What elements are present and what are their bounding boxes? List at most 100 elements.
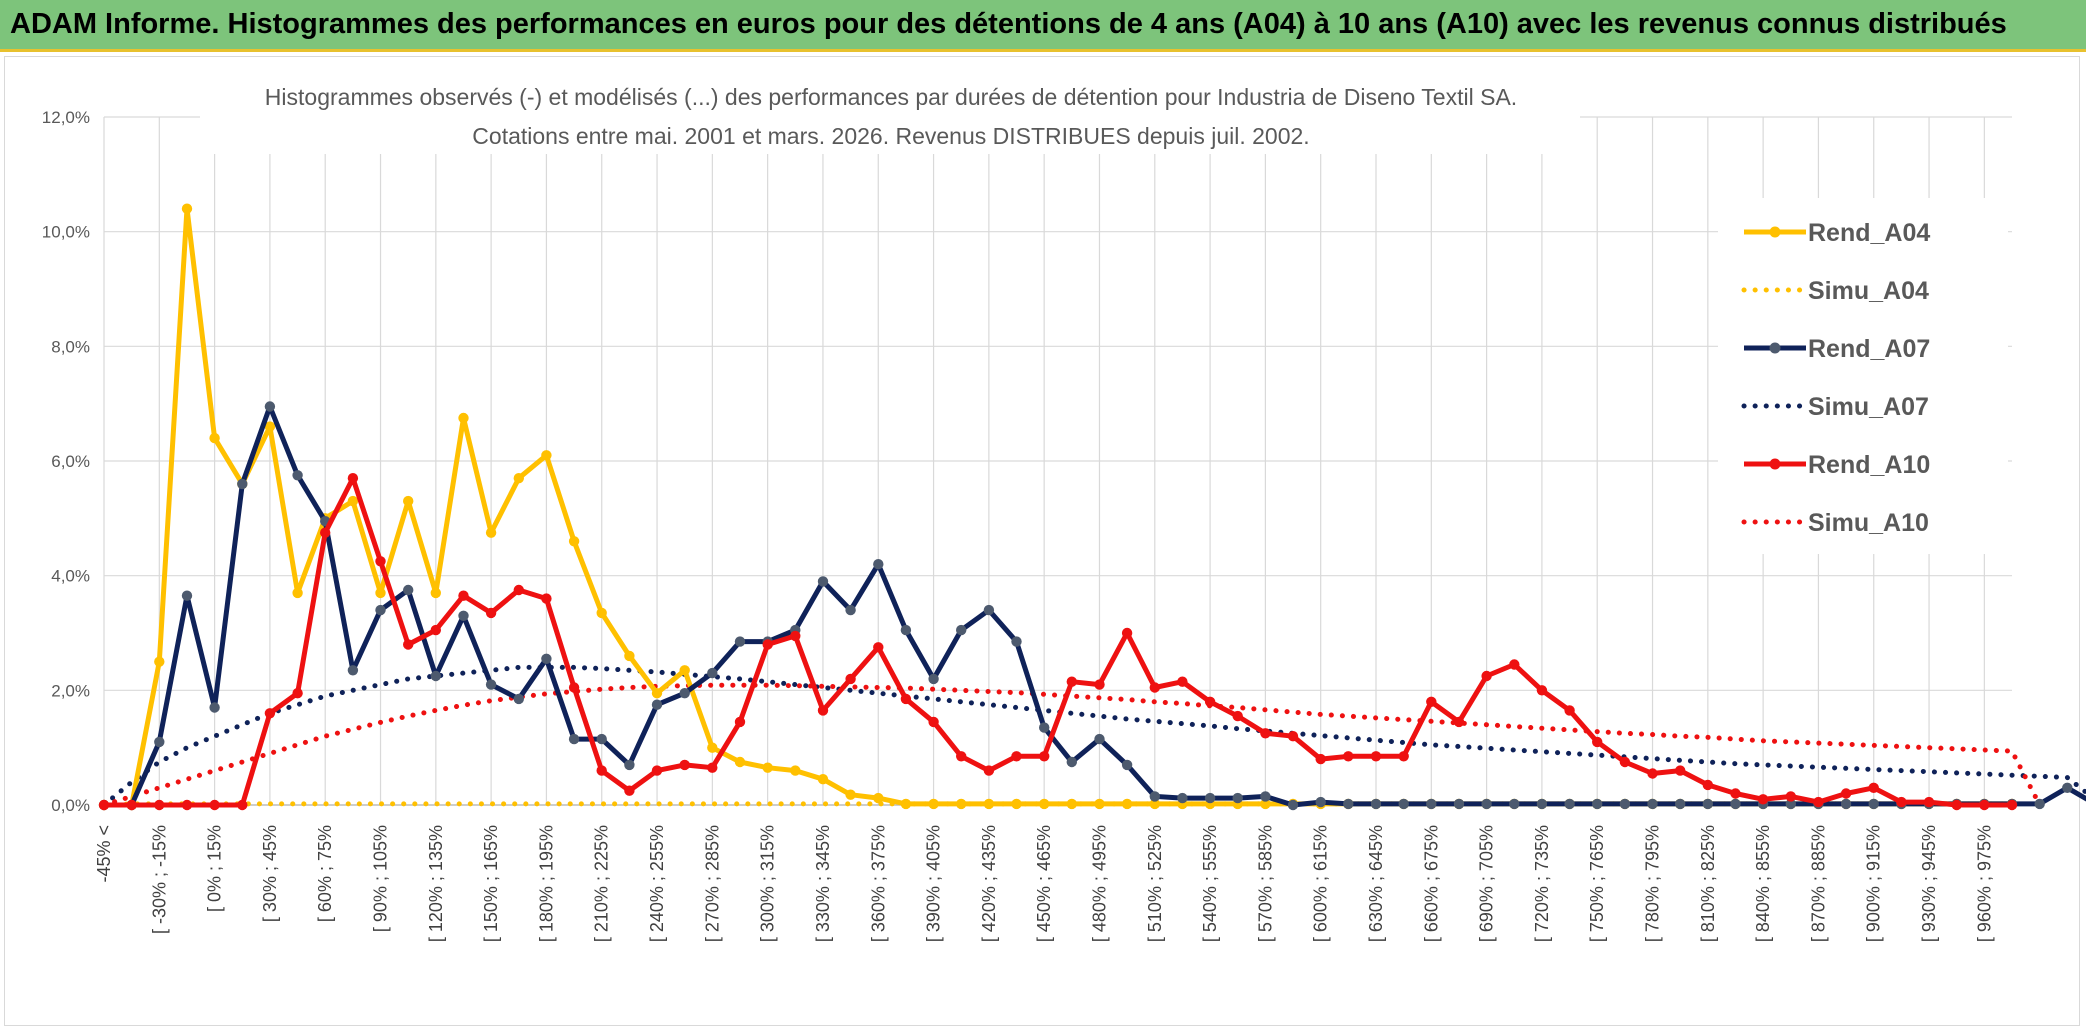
data-point <box>1536 798 1548 810</box>
data-point <box>1121 627 1133 639</box>
data-point <box>1536 685 1548 696</box>
x-tick-label: [ 270% ; 285% <box>702 825 722 942</box>
data-point <box>1592 798 1603 810</box>
data-point <box>679 759 690 771</box>
data-point <box>596 607 607 619</box>
data-point <box>1813 796 1824 808</box>
y-tick-label: 2,0% <box>51 681 90 700</box>
data-point <box>734 636 746 647</box>
data-point <box>209 432 220 444</box>
data-point <box>264 708 276 719</box>
legend-marker <box>1769 226 1781 238</box>
data-point <box>154 799 165 811</box>
data-point <box>264 401 276 412</box>
data-point <box>485 527 497 538</box>
data-point <box>1177 792 1188 804</box>
data-point <box>928 673 939 685</box>
data-point <box>707 742 718 753</box>
data-point <box>596 733 607 745</box>
data-point <box>1840 788 1852 799</box>
x-tick-label: [ 120% ; 135% <box>426 825 446 942</box>
x-tick-label: [ 360% ; 375% <box>868 825 888 942</box>
data-point <box>1039 722 1050 733</box>
data-point <box>1066 798 1078 810</box>
data-point <box>1260 791 1271 802</box>
data-point <box>1979 799 1990 811</box>
legend-label: Rend_A07 <box>1808 335 1930 363</box>
data-point <box>1619 798 1631 810</box>
data-point <box>1702 779 1714 791</box>
x-tick-label: [ 60% ; 75% <box>315 825 335 922</box>
data-point <box>1149 798 1161 810</box>
x-tick-label: [ 210% ; 225% <box>592 825 612 942</box>
x-tick-label: [ 600% ; 615% <box>1311 825 1331 942</box>
chart-legend: Rend_A04 Simu_A04 Rend_A07 Simu_A07 Rend_A10… <box>1718 198 2008 554</box>
legend-label: Simu_A07 <box>1808 393 1929 421</box>
data-point <box>430 670 441 682</box>
data-point <box>541 450 552 461</box>
data-point <box>1011 636 1022 647</box>
data-point <box>817 576 829 587</box>
x-tick-label: [ 180% ; 195% <box>536 825 556 942</box>
data-point <box>707 667 718 679</box>
data-point <box>1315 796 1326 808</box>
legend-item-rend_a04: Rend_A04 <box>1744 219 1930 247</box>
data-point <box>1094 798 1105 810</box>
x-tick-label: [ 840% ; 855% <box>1753 825 1773 942</box>
y-tick-label: 4,0% <box>51 567 90 586</box>
data-point <box>1039 751 1050 762</box>
x-tick-label: [ 420% ; 435% <box>979 825 999 942</box>
x-tick-label: [ 900% ; 915% <box>1864 825 1884 942</box>
data-point <box>1426 798 1437 810</box>
data-point <box>1370 798 1382 810</box>
data-point <box>1757 794 1769 805</box>
data-point <box>98 799 110 811</box>
legend-label: Rend_A04 <box>1808 219 1930 247</box>
data-point <box>209 799 220 811</box>
data-point <box>1453 716 1465 728</box>
data-point <box>651 765 663 776</box>
report-title: ADAM Informe. Histogrammes des performan… <box>10 8 2007 40</box>
data-point <box>1951 799 1962 811</box>
data-point <box>1509 659 1520 670</box>
legend-label: Simu_A04 <box>1808 277 1929 305</box>
data-point <box>458 610 469 621</box>
data-point <box>126 799 137 811</box>
x-tick-label: [ 480% ; 495% <box>1089 825 1109 942</box>
data-point <box>845 604 856 616</box>
x-tick-label: [ 960% ; 975% <box>1974 825 1994 942</box>
title-background <box>200 78 1580 154</box>
data-point <box>1370 751 1382 762</box>
x-tick-label: [ 450% ; 465% <box>1034 825 1054 942</box>
data-point <box>375 587 386 599</box>
data-point <box>817 774 829 785</box>
data-point <box>1398 751 1409 762</box>
x-tick-label: [ 510% ; 525% <box>1145 825 1165 942</box>
data-point <box>679 688 690 699</box>
data-point <box>1066 756 1078 768</box>
y-axis: 0,0% 2,0% 4,0% 6,0% 8,0% 10,0% 12,0% <box>42 108 90 815</box>
data-point <box>707 762 718 773</box>
data-point <box>873 792 884 804</box>
legend-item-rend_a10: Rend_A10 <box>1744 451 1930 479</box>
data-point <box>1094 733 1105 745</box>
data-point <box>209 702 220 713</box>
data-point <box>292 688 303 699</box>
data-point <box>375 604 386 616</box>
data-point <box>430 587 441 599</box>
data-point <box>873 559 884 570</box>
data-point <box>1868 798 1879 810</box>
data-point <box>1121 759 1133 771</box>
data-point <box>1121 798 1133 810</box>
data-point <box>624 759 635 771</box>
data-point <box>403 584 414 596</box>
data-point <box>1343 751 1354 762</box>
data-point <box>375 556 386 567</box>
data-point <box>181 590 193 601</box>
data-point <box>403 495 414 507</box>
data-point <box>983 604 995 616</box>
data-point <box>1426 696 1437 707</box>
data-point <box>596 765 607 776</box>
data-point <box>1509 798 1520 810</box>
